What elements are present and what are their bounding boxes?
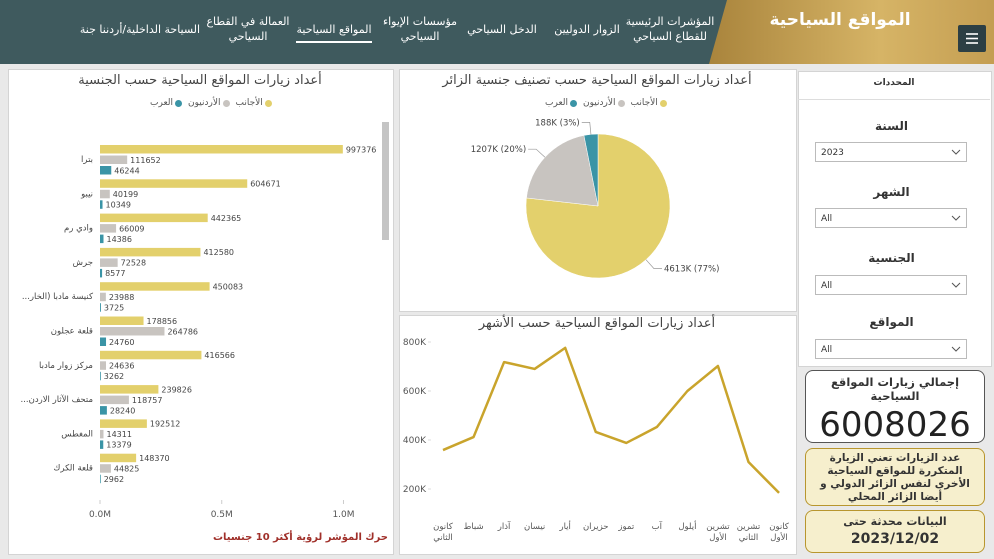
- x-tick-label: آب: [651, 522, 663, 532]
- nav-tab-active[interactable]: المواقع السياحية: [296, 22, 372, 43]
- update-title: البيانات محدثة حتى: [843, 515, 947, 528]
- filter-label: المواقع: [869, 315, 914, 329]
- dropdown[interactable]: All: [815, 208, 967, 228]
- legend: الأجانب الأردنيون العرب: [150, 98, 272, 108]
- kpi-card: إجمالي زيارات المواقع السياحية 6008026: [805, 370, 985, 445]
- legend-swatch: [222, 99, 230, 107]
- legend-label: العرب: [545, 98, 569, 108]
- menu-icon: [966, 33, 978, 44]
- legend-swatch: [175, 99, 183, 107]
- legend-label: الأردنيون: [583, 98, 616, 108]
- legend-item: العرب: [150, 98, 183, 108]
- dropdown-value: All: [821, 345, 833, 355]
- x-tick-label: نيسان: [523, 522, 546, 532]
- bar-chart-panel: [8, 69, 394, 555]
- nav-tab[interactable]: الدخل السياحي: [467, 23, 537, 36]
- chart-title: أعداد زيارات المواقع السياحية حسب الجنسي…: [78, 73, 322, 88]
- x-tick-label: أيار: [559, 522, 571, 532]
- legend-label: الأجانب: [630, 98, 658, 108]
- kpi-value: 6008026: [819, 405, 971, 445]
- dropdown[interactable]: All: [815, 339, 967, 359]
- x-tick-label: كانون الثاني: [433, 522, 453, 543]
- legend-label: الأجانب: [235, 98, 263, 108]
- legend: الأجانب الأردنيون العرب: [545, 98, 667, 108]
- nav-tab[interactable]: الزوار الدوليين: [554, 23, 620, 36]
- nav-tab[interactable]: السياحة الداخلية/أردننا جنة: [79, 23, 201, 36]
- dropdown[interactable]: 2023: [815, 142, 967, 162]
- dropdown[interactable]: All: [815, 275, 967, 295]
- nav-tab[interactable]: مؤسسات الإيواء السياحي: [382, 15, 458, 43]
- note-card: عدد الزيارات تعني الزيارة المتكررة للموا…: [805, 448, 985, 506]
- dropdown-value: All: [821, 214, 833, 224]
- update-card: البيانات محدثة حتى 2023/12/02: [805, 510, 985, 553]
- legend-item: الأجانب: [236, 98, 272, 108]
- legend-item: الأردنيون: [188, 98, 230, 108]
- chevron: [951, 215, 961, 221]
- legend-label: العرب: [150, 98, 174, 108]
- legend-item: الأردنيون: [583, 98, 625, 108]
- x-tick-label: كانون الأول: [769, 522, 789, 543]
- x-tick-label: تشرين الثاني: [736, 522, 761, 543]
- legend-swatch: [264, 99, 272, 107]
- chevron: [951, 282, 961, 288]
- annotation: حرك المؤشر لرؤية أكثر 10 جنسيات: [212, 532, 388, 543]
- dropdown-value: 2023: [821, 148, 844, 158]
- scrollbar[interactable]: [382, 122, 389, 240]
- chart-title: أعداد زيارات المواقع السياحية حسب تصنيف …: [442, 73, 752, 88]
- dropdown-value: All: [821, 281, 833, 291]
- x-tick-label: أيلول: [678, 522, 697, 532]
- update-date: 2023/12/02: [850, 531, 940, 547]
- x-tick-label: شباط: [463, 522, 484, 532]
- legend-item: العرب: [545, 98, 578, 108]
- filter-label: الشهر: [873, 185, 910, 199]
- legend-swatch: [570, 99, 578, 107]
- legend-swatch: [617, 99, 625, 107]
- legend-swatch: [659, 99, 667, 107]
- x-tick-label: آذار: [497, 522, 511, 532]
- legend-item: الأجانب: [631, 98, 667, 108]
- nav-tab[interactable]: العمالة في القطاع السياحي: [206, 15, 290, 43]
- x-tick-label: تموز: [618, 522, 635, 532]
- legend-label: الأردنيون: [188, 98, 221, 108]
- header-title-area: [709, 0, 994, 64]
- nav-tab[interactable]: المؤشرات الرئيسية للقطاع السياحي: [625, 15, 715, 43]
- x-tick-label: حزيران: [582, 522, 609, 532]
- filter-label: الجنسية: [868, 251, 915, 265]
- page-title: المواقع السياحية: [769, 10, 911, 30]
- chart-title: أعداد زيارات المواقع السياحية حسب الأشهر: [478, 316, 716, 331]
- chevron: [951, 346, 961, 352]
- filter-label: السنة: [874, 119, 908, 133]
- divider: [798, 99, 990, 100]
- x-tick-label: تشرين الأول: [706, 522, 730, 543]
- chevron: [951, 149, 961, 155]
- line-chart-panel: [399, 315, 797, 555]
- menu-button[interactable]: [958, 25, 986, 52]
- kpi-title: إجمالي زيارات المواقع السياحية: [830, 375, 960, 403]
- filter-title: المحددات: [873, 78, 915, 88]
